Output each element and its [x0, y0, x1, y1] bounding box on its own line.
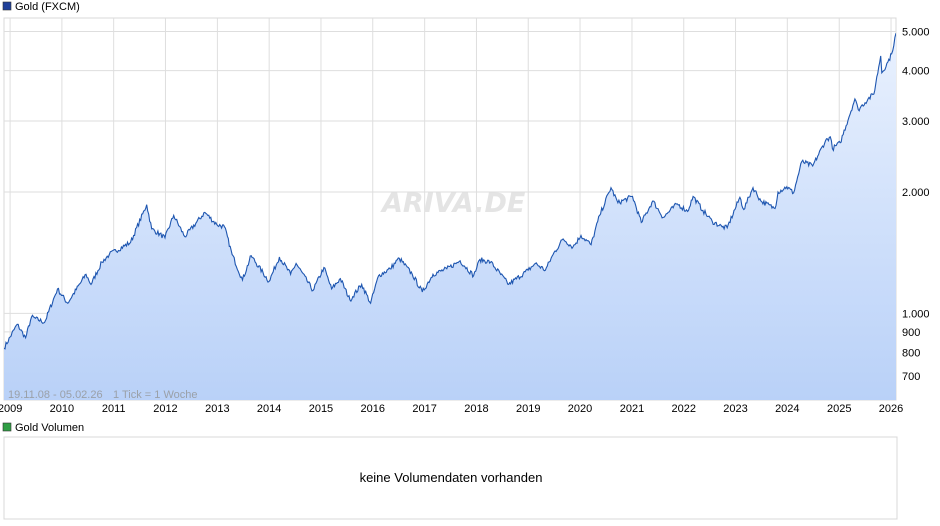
x-tick-label: 2013 — [205, 403, 229, 415]
tick-interval-label: 1 Tick = 1 Woche — [113, 389, 197, 401]
x-tick-label: 2022 — [672, 403, 696, 415]
x-tick-label: 2019 — [516, 403, 540, 415]
x-tick-label: 2021 — [620, 403, 644, 415]
x-tick-label: 2017 — [412, 403, 436, 415]
y-tick-label: 1.000 — [902, 308, 930, 320]
volume-legend-swatch — [2, 422, 12, 432]
y-axis-ticks: 700 800 900 1.000 2.000 3.000 4.000 5.000 — [902, 26, 930, 382]
volume-plot-area — [3, 436, 898, 520]
y-tick-label: 900 — [902, 327, 920, 339]
x-tick-label: 2025 — [827, 403, 851, 415]
no-volume-message: keine Volumendaten vorhanden — [360, 470, 543, 485]
x-tick-label: 2020 — [568, 403, 592, 415]
y-tick-label: 5.000 — [902, 26, 930, 38]
y-tick-label: 2.000 — [902, 187, 930, 199]
y-tick-label: 4.000 — [902, 66, 930, 78]
date-range-label: 19.11.08 - 05.02.26 — [8, 389, 103, 401]
x-tick-label: 2011 — [102, 403, 126, 415]
x-tick-label: 2024 — [775, 403, 799, 415]
x-tick-label: 2012 — [153, 403, 177, 415]
y-tick-label: 3.000 — [902, 116, 930, 128]
x-tick-label: 2009 — [0, 403, 22, 415]
watermark: ARIVA.DE — [380, 188, 526, 219]
price-series-line — [4, 33, 896, 350]
x-tick-label: 2018 — [464, 403, 488, 415]
x-tick-label: 2014 — [257, 403, 281, 415]
x-tick-label: 2023 — [723, 403, 747, 415]
volume-legend-label: Gold Volumen — [15, 422, 84, 434]
price-area-fill — [4, 33, 896, 400]
y-tick-label: 800 — [902, 348, 920, 360]
x-tick-label: 2026 — [879, 403, 903, 415]
y-tick-label: 700 — [902, 371, 920, 383]
x-tick-label: 2010 — [50, 403, 74, 415]
price-legend-swatch — [2, 1, 12, 11]
x-axis-ticks: 2009 2010 2011 2012 2013 2014 2015 2016 2017 2018… — [0, 403, 903, 415]
x-tick-label: 2015 — [309, 403, 333, 415]
x-tick-label: 2016 — [361, 403, 385, 415]
price-legend-label: Gold (FXCM) — [15, 1, 80, 13]
